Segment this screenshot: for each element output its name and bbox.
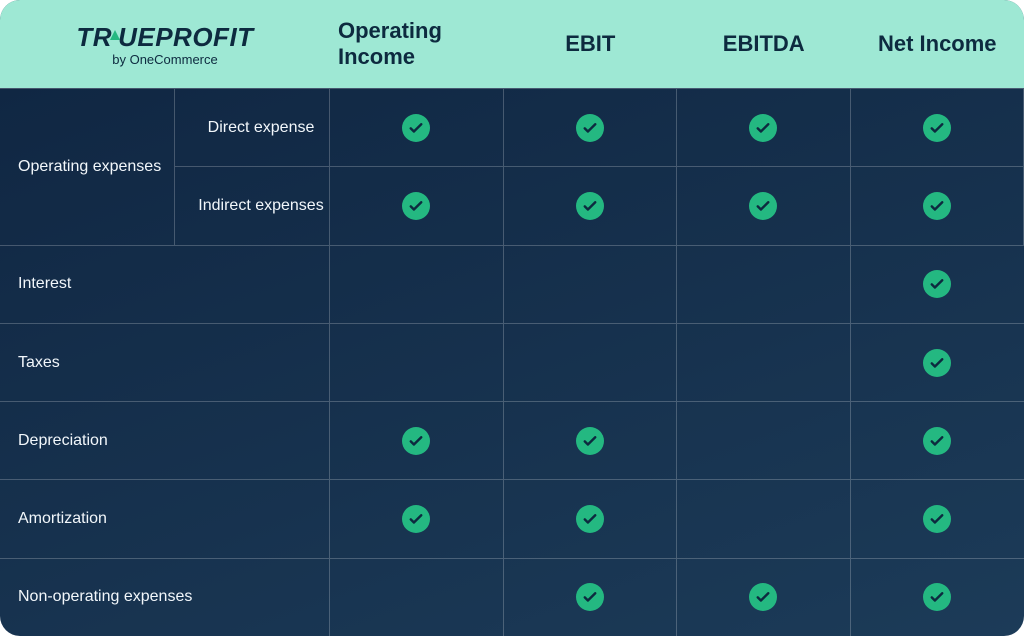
brand-suffix: PROFIT xyxy=(155,24,253,50)
value-cell xyxy=(677,88,851,166)
row-sublabel: Indirect expenses xyxy=(175,166,330,244)
check-icon xyxy=(923,427,951,455)
value-cell xyxy=(504,245,678,323)
row-label: Depreciation xyxy=(0,401,330,479)
check-icon xyxy=(576,583,604,611)
value-cell xyxy=(851,166,1024,244)
check-icon xyxy=(923,349,951,377)
check-icon xyxy=(749,583,777,611)
column-header: EBITDA xyxy=(677,0,851,88)
value-cell xyxy=(330,323,504,401)
value-cell xyxy=(504,166,678,244)
column-header: EBIT xyxy=(504,0,678,88)
row-sublabel: Direct expense xyxy=(175,88,330,166)
check-icon xyxy=(576,192,604,220)
value-cell xyxy=(677,558,851,636)
check-icon xyxy=(923,270,951,298)
table-row: Non-operating expenses xyxy=(0,558,1024,636)
value-cell xyxy=(677,479,851,557)
check-icon xyxy=(402,427,430,455)
check-icon xyxy=(749,114,777,142)
arrow-up-icon xyxy=(110,30,120,40)
value-cell xyxy=(677,245,851,323)
check-icon xyxy=(576,505,604,533)
row-group-label: Operating expenses xyxy=(0,88,175,245)
value-cell xyxy=(851,323,1024,401)
brand-prefix: TR xyxy=(76,24,112,50)
row-label: Taxes xyxy=(0,323,330,401)
check-icon xyxy=(576,427,604,455)
value-cell xyxy=(504,323,678,401)
value-cell xyxy=(504,88,678,166)
value-cell xyxy=(504,558,678,636)
check-icon xyxy=(402,192,430,220)
column-header: Net Income xyxy=(851,0,1024,88)
table-row: Taxes xyxy=(0,323,1024,401)
value-cell xyxy=(330,166,504,244)
table-body: Operating expensesDirect expense Indirec… xyxy=(0,88,1024,636)
row-label: Amortization xyxy=(0,479,330,557)
check-icon xyxy=(923,114,951,142)
value-cell xyxy=(677,401,851,479)
brand-logo: TR UE PROFIT by OneCommerce xyxy=(0,0,330,88)
table-row: Interest xyxy=(0,245,1024,323)
value-cell xyxy=(677,323,851,401)
brand-subtitle: by OneCommerce xyxy=(112,52,217,67)
check-icon xyxy=(923,192,951,220)
row-label: Interest xyxy=(0,245,330,323)
table-header-row: TR UE PROFIT by OneCommerce Operating In… xyxy=(0,0,1024,88)
value-cell xyxy=(851,558,1024,636)
value-cell xyxy=(504,401,678,479)
check-icon xyxy=(576,114,604,142)
value-cell xyxy=(851,479,1024,557)
brand-mid: UE xyxy=(118,24,155,50)
check-icon xyxy=(402,505,430,533)
value-cell xyxy=(330,558,504,636)
value-cell xyxy=(330,479,504,557)
check-icon xyxy=(749,192,777,220)
value-cell xyxy=(851,401,1024,479)
column-header: Operating Income xyxy=(330,0,504,88)
value-cell xyxy=(330,245,504,323)
table-row: Amortization xyxy=(0,479,1024,557)
check-icon xyxy=(923,505,951,533)
value-cell xyxy=(851,245,1024,323)
row-label: Non-operating expenses xyxy=(0,558,330,636)
value-cell xyxy=(330,401,504,479)
comparison-card: TR UE PROFIT by OneCommerce Operating In… xyxy=(0,0,1024,636)
check-icon xyxy=(923,583,951,611)
value-cell xyxy=(851,88,1024,166)
value-cell xyxy=(504,479,678,557)
brand-logo-main: TR UE PROFIT xyxy=(76,24,253,50)
check-icon xyxy=(402,114,430,142)
table-row: Depreciation xyxy=(0,401,1024,479)
value-cell xyxy=(330,88,504,166)
value-cell xyxy=(677,166,851,244)
